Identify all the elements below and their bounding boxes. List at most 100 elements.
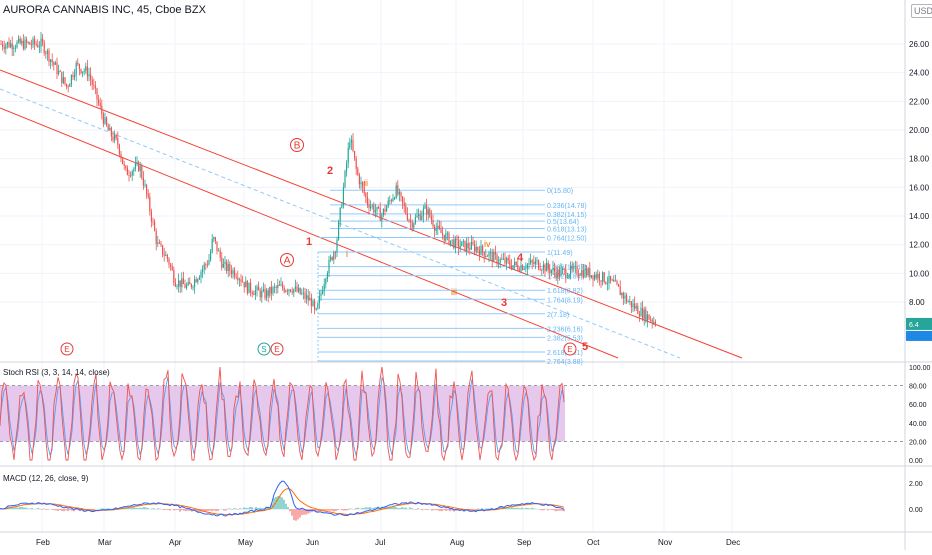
candle-body	[53, 62, 54, 65]
candle-body	[293, 289, 294, 293]
wave-label-i: i	[346, 249, 348, 259]
candle-body	[444, 235, 445, 241]
candle-body	[221, 258, 222, 268]
macd-histogram-bar	[135, 508, 136, 509]
macd-histogram-bar	[397, 508, 398, 509]
candle-body	[365, 193, 366, 197]
macd-histogram-bar	[255, 507, 256, 509]
stoch-band	[0, 386, 565, 442]
candle-body	[524, 269, 525, 270]
price-axis: 26.0024.0022.0020.0018.0016.0014.0012.00…	[909, 40, 930, 307]
candle-body	[84, 71, 85, 72]
macd-histogram-bar	[27, 508, 28, 509]
fib-level-label: 0.382(14.15)	[547, 212, 587, 219]
macd-histogram-bar	[483, 509, 484, 510]
candle-body	[72, 75, 73, 77]
candle-body	[196, 279, 197, 282]
candle-body	[258, 287, 259, 291]
candle-body	[76, 63, 77, 75]
macd-histogram-bar	[525, 508, 526, 510]
candle-body	[271, 287, 272, 293]
candle-body	[122, 158, 123, 164]
candle-body	[223, 264, 224, 268]
candle-body	[500, 259, 501, 263]
macd-histogram-bar	[509, 508, 510, 509]
candle-body	[605, 282, 606, 283]
macd-histogram-bar	[283, 500, 284, 510]
macd-histogram-bar	[325, 509, 326, 511]
macd-histogram-bar	[97, 509, 98, 510]
channel-lower-line	[0, 108, 618, 358]
macd-histogram-bar	[43, 509, 44, 510]
time-tick-label: Sep	[517, 538, 532, 547]
macd-histogram-bar	[187, 509, 188, 511]
candle-body	[407, 213, 408, 219]
time-tick-label: Feb	[36, 538, 50, 547]
candle-body	[495, 252, 496, 254]
candle-body	[135, 163, 136, 168]
candle-body	[252, 292, 253, 294]
candle-body	[346, 163, 347, 171]
candle-body	[476, 247, 477, 251]
macd-histogram-bar	[183, 509, 184, 511]
candles	[0, 32, 656, 329]
candle-body	[24, 40, 25, 49]
macd-histogram-bar	[243, 507, 244, 509]
candle-body	[573, 266, 574, 268]
macd-histogram-bar	[331, 509, 332, 511]
candle-body	[602, 272, 603, 281]
candle-body	[487, 256, 488, 257]
candle-body	[615, 281, 616, 282]
candle-body	[543, 264, 544, 270]
candle-body	[464, 241, 465, 251]
candle-body	[640, 308, 641, 316]
candle-body	[108, 125, 109, 130]
candle-body	[146, 185, 147, 194]
macd-histogram-bar	[443, 509, 444, 510]
fib-level-label: 1.764(8.19)	[547, 297, 583, 304]
time-tick-label: Aug	[450, 538, 464, 547]
candle-body	[317, 303, 318, 308]
wave-label-1: 1	[306, 236, 312, 248]
currency-badge[interactable]: USD	[911, 4, 932, 18]
candle-body	[447, 233, 448, 234]
macd-histogram-bar	[365, 507, 366, 509]
candle-body	[55, 63, 56, 65]
candle-body	[18, 38, 19, 42]
candle-body	[514, 262, 515, 265]
candle-body	[428, 209, 429, 214]
wave-label-B: B	[294, 141, 301, 152]
candle-body	[335, 252, 336, 253]
macd-histogram-bar	[341, 509, 342, 510]
candle-body	[79, 64, 80, 69]
last-price-tag: 6.4	[909, 322, 919, 329]
candle-body	[68, 87, 69, 88]
candle-body	[95, 86, 96, 89]
candle-body	[394, 198, 395, 199]
candle-body	[42, 39, 43, 43]
macd-histogram-bar	[393, 507, 394, 510]
macd-histogram-bar	[355, 508, 356, 509]
candle-body	[144, 185, 145, 186]
macd-histogram-bar	[23, 507, 24, 509]
candle-body	[608, 276, 609, 283]
macd-histogram-bar	[545, 509, 546, 510]
macd-histogram-bar	[235, 508, 236, 509]
macd-histogram-bar	[253, 509, 254, 510]
candle-body	[348, 148, 349, 163]
candle-body	[61, 72, 62, 83]
candle-body	[399, 192, 400, 194]
macd-histogram-bar	[449, 509, 450, 511]
candle-body	[564, 269, 565, 270]
candle-body	[325, 279, 326, 284]
macd-histogram-bar	[359, 509, 360, 510]
candle-body	[319, 296, 320, 303]
macd-histogram-bar	[441, 509, 442, 511]
wave-label-3: 3	[501, 297, 507, 309]
candle-body	[576, 266, 577, 274]
candle-body	[330, 257, 331, 260]
candle-body	[511, 265, 512, 268]
price-tick-label: 20.00	[909, 126, 930, 135]
